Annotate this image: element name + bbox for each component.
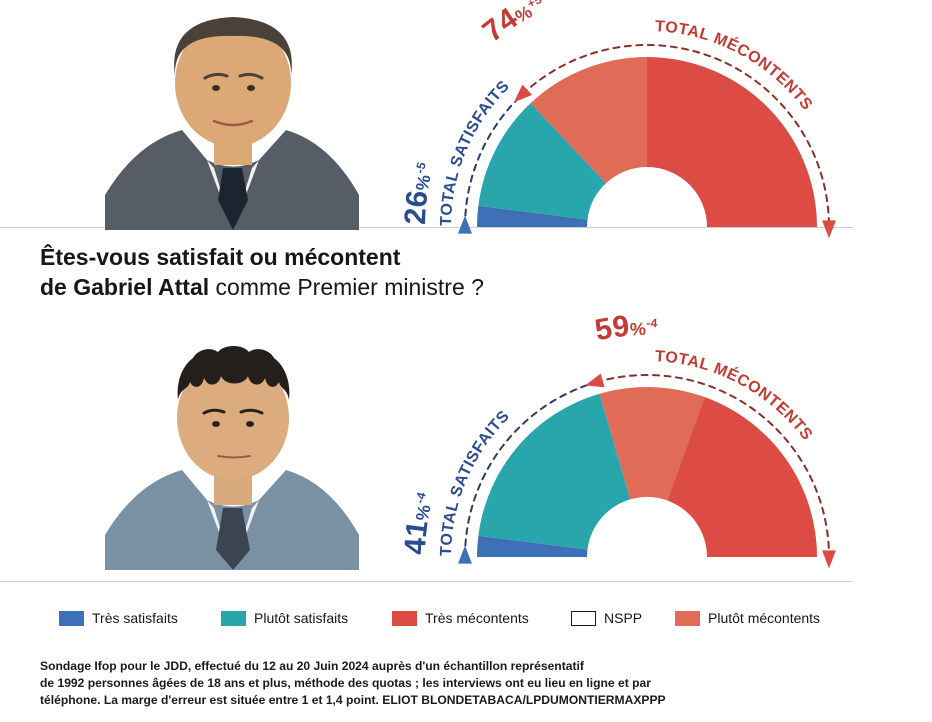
svg-text:26%-5: 26%-5 <box>399 160 435 225</box>
svg-text:41%-4: 41%-4 <box>399 490 435 555</box>
svg-text:59%-4: 59%-4 <box>592 310 658 348</box>
svg-text:74%+5: 74%+5 <box>477 0 544 49</box>
